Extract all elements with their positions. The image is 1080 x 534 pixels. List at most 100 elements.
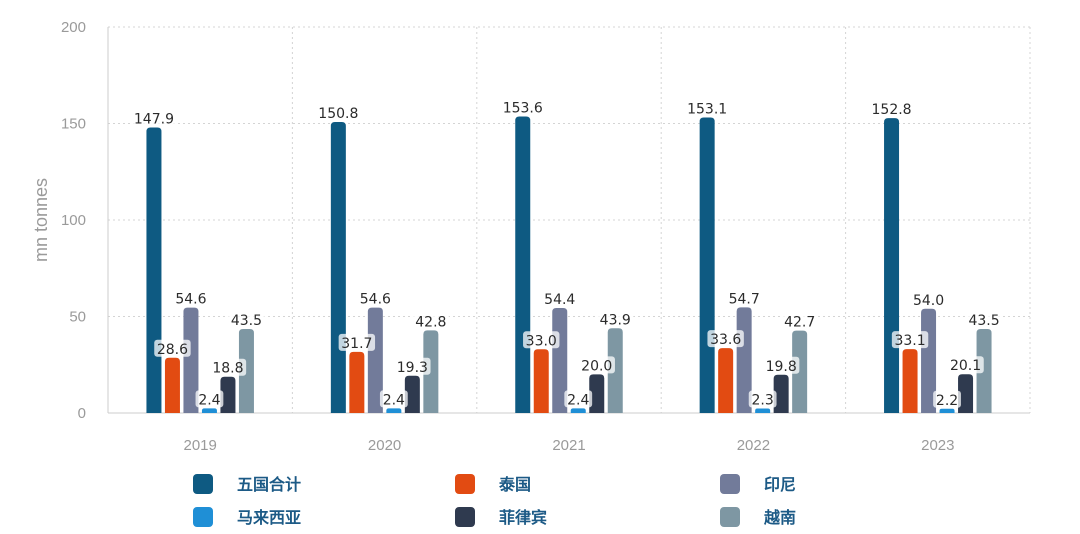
bar-泰国-2023[interactable] (902, 349, 918, 413)
legend-swatch-五国合计[interactable] (193, 474, 213, 494)
data-label-bg (195, 390, 224, 408)
data-label-泰国-2023: 33.1 (894, 333, 925, 349)
y-axis-label: mn tonnes (31, 178, 51, 262)
legend-label-越南[interactable]: 越南 (763, 508, 796, 527)
data-label-bg (172, 289, 210, 307)
x-tick-label: 2019 (184, 437, 217, 454)
data-label-bg (891, 331, 929, 349)
data-label-印尼-2019: 54.6 (175, 292, 206, 308)
legend-label-菲律宾[interactable]: 菲律宾 (499, 508, 547, 527)
x-tick-label: 2022 (737, 437, 770, 454)
data-label-越南-2022: 42.7 (784, 315, 815, 331)
data-label-bg (748, 390, 777, 408)
bar-五国合计-2023[interactable] (884, 118, 900, 413)
bar-越南-2022[interactable] (792, 330, 808, 413)
data-label-泰国-2022: 33.6 (710, 332, 741, 348)
data-label-越南-2023: 43.5 (968, 313, 999, 329)
data-label-印尼-2020: 54.6 (360, 292, 391, 308)
data-label-泰国-2020: 31.7 (341, 336, 372, 352)
data-label-bg (394, 357, 431, 375)
data-label-马来西亚-2021: 2.4 (567, 392, 589, 408)
y-tick-label: 200 (61, 19, 86, 36)
y-tick-label: 50 (69, 309, 86, 326)
bar-菲律宾-2021[interactable] (589, 374, 605, 413)
bar-马来西亚-2020[interactable] (386, 408, 402, 413)
legend-swatch-越南[interactable] (720, 507, 740, 527)
data-label-五国合计-2023: 152.8 (872, 102, 912, 118)
legend-label-马来西亚[interactable]: 马来西亚 (237, 508, 301, 527)
data-label-越南-2020: 42.8 (415, 314, 446, 330)
data-label-bg (564, 390, 593, 408)
data-label-菲律宾-2021: 20.0 (581, 358, 612, 374)
data-label-马来西亚-2023: 2.2 (936, 393, 958, 409)
bar-马来西亚-2022[interactable] (755, 408, 771, 413)
data-labels: 147.9 28.6 54.6 2.4 18.8 43.5 150.8 31.7 54.6 2.4… (131, 98, 1003, 409)
data-label-bg (762, 356, 800, 374)
data-label-印尼-2021: 54.4 (544, 292, 575, 308)
data-label-马来西亚-2022: 2.3 (752, 393, 774, 409)
bar-越南-2021[interactable] (607, 328, 623, 413)
data-label-越南-2019: 43.5 (231, 313, 262, 329)
data-label-bg (597, 310, 634, 328)
data-label-bg (947, 356, 984, 374)
legend-swatch-印尼[interactable] (720, 474, 740, 494)
bar-泰国-2020[interactable] (349, 351, 365, 413)
data-label-五国合计-2022: 153.1 (687, 102, 727, 118)
data-label-马来西亚-2020: 2.4 (383, 392, 405, 408)
data-label-泰国-2021: 33.0 (526, 333, 557, 349)
data-label-bg (910, 290, 947, 308)
data-label-bg (684, 99, 730, 117)
data-label-bg (781, 312, 818, 330)
data-label-印尼-2022: 54.7 (729, 291, 760, 307)
bar-越南-2023[interactable] (976, 329, 992, 413)
legend-label-泰国[interactable]: 泰国 (498, 475, 531, 494)
data-label-bg (523, 331, 560, 349)
bar-印尼-2019[interactable] (183, 307, 199, 413)
bar-马来西亚-2019[interactable] (201, 408, 217, 413)
y-tick-label: 0 (78, 405, 86, 422)
bar-五国合计-2022[interactable] (699, 117, 715, 413)
legend-swatch-泰国[interactable] (455, 474, 475, 494)
bars (146, 116, 992, 414)
x-tick-label: 2023 (921, 437, 954, 454)
y-tick-label: 150 (61, 116, 86, 133)
legend-label-五国合计[interactable]: 五国合计 (237, 475, 301, 494)
y-tick-label: 100 (61, 212, 86, 229)
data-label-bg (725, 289, 763, 307)
data-label-bg (131, 109, 177, 127)
bar-越南-2019[interactable] (238, 329, 254, 413)
bar-五国合计-2019[interactable] (146, 127, 162, 413)
data-label-越南-2021: 43.9 (600, 312, 631, 328)
bar-泰国-2022[interactable] (718, 348, 734, 413)
bar-泰国-2019[interactable] (164, 357, 180, 413)
bar-菲律宾-2019[interactable] (220, 376, 236, 413)
legend-label-印尼[interactable]: 印尼 (764, 475, 796, 494)
data-label-bg (357, 289, 394, 307)
legend-swatch-马来西亚[interactable] (193, 507, 213, 527)
data-label-印尼-2023: 54.0 (913, 293, 944, 309)
data-label-bg (869, 100, 915, 118)
data-label-bg (315, 103, 361, 121)
data-label-bg (500, 98, 546, 116)
bar-五国合计-2020[interactable] (330, 121, 346, 414)
data-label-菲律宾-2023: 20.1 (950, 358, 981, 374)
bar-越南-2020[interactable] (423, 330, 439, 413)
bar-泰国-2021[interactable] (533, 349, 549, 413)
bar-菲律宾-2020[interactable] (404, 375, 420, 413)
data-label-bg (154, 339, 191, 357)
bar-菲律宾-2023[interactable] (958, 374, 974, 413)
data-label-马来西亚-2019: 2.4 (198, 392, 220, 408)
data-label-bg (933, 390, 961, 408)
bar-菲律宾-2022[interactable] (773, 374, 789, 413)
x-tick-label: 2021 (552, 437, 585, 454)
data-label-菲律宾-2022: 19.8 (766, 359, 797, 375)
bar-马来西亚-2021[interactable] (570, 408, 586, 413)
bar-马来西亚-2023[interactable] (939, 408, 955, 413)
data-label-五国合计-2021: 153.6 (503, 101, 543, 117)
legend-swatch-菲律宾[interactable] (455, 507, 475, 527)
bar-五国合计-2021[interactable] (515, 116, 531, 413)
data-label-bg (965, 311, 1003, 329)
